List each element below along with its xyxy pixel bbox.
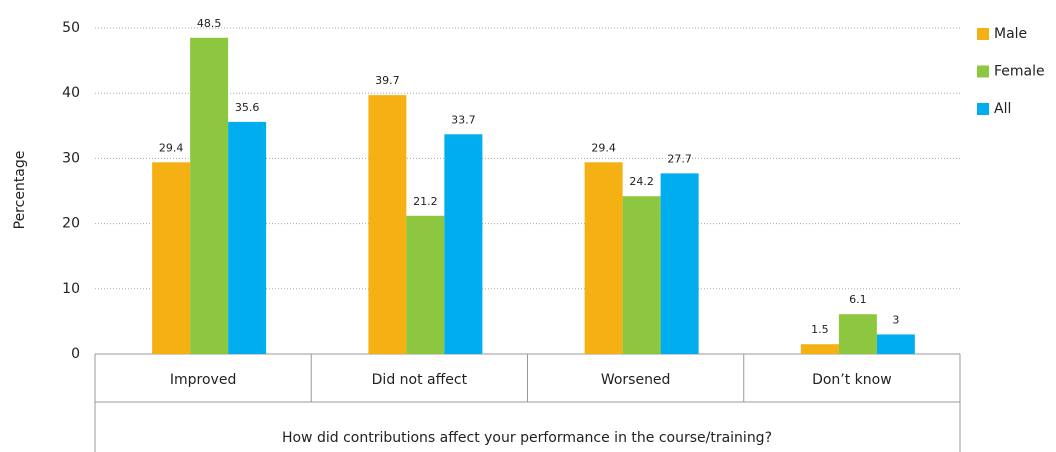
legend-swatch — [977, 103, 989, 115]
bar — [660, 173, 699, 354]
data-label: 24.2 — [629, 175, 654, 188]
data-label: 21.2 — [413, 195, 438, 208]
data-label: 39.7 — [375, 74, 400, 87]
legend-swatch — [977, 65, 989, 78]
y-axis-label: Percentage — [12, 151, 28, 230]
data-label: 3 — [892, 313, 899, 326]
data-label: 29.4 — [159, 141, 184, 154]
x-tick-label: Worsened — [601, 372, 671, 388]
y-tick-label: 10 — [62, 281, 80, 297]
data-label: 27.7 — [667, 152, 692, 165]
x-tick-label: Did not affect — [372, 372, 468, 388]
x-tick-label: Don’t know — [812, 372, 892, 388]
bar — [406, 215, 445, 354]
data-label: 6.1 — [849, 293, 867, 306]
y-tick-label: 20 — [62, 216, 80, 232]
legend-swatch — [977, 28, 989, 40]
data-label: 1.5 — [811, 323, 829, 336]
x-axis-label: How did contributions affect your perfor… — [282, 430, 772, 446]
y-tick-label: 40 — [62, 85, 80, 101]
legend-label: Male — [994, 26, 1027, 42]
data-label: 48.5 — [197, 17, 222, 30]
bar — [190, 37, 229, 354]
legend-label: All — [994, 101, 1011, 117]
bar — [368, 95, 407, 354]
y-tick-label: 30 — [62, 150, 80, 166]
data-label: 29.4 — [591, 141, 616, 154]
bar — [838, 314, 877, 354]
bar — [622, 196, 661, 354]
legend-label: Female — [994, 64, 1045, 80]
y-tick-label: 0 — [71, 346, 80, 362]
x-tick-label: Improved — [170, 372, 236, 388]
data-label: 33.7 — [451, 113, 476, 126]
bar — [800, 344, 839, 354]
bar — [228, 121, 267, 354]
bar — [876, 334, 915, 354]
bar — [152, 162, 191, 354]
data-label: 35.6 — [235, 101, 260, 114]
y-tick-label: 50 — [62, 20, 80, 36]
bar — [444, 134, 483, 354]
bar — [584, 162, 623, 354]
